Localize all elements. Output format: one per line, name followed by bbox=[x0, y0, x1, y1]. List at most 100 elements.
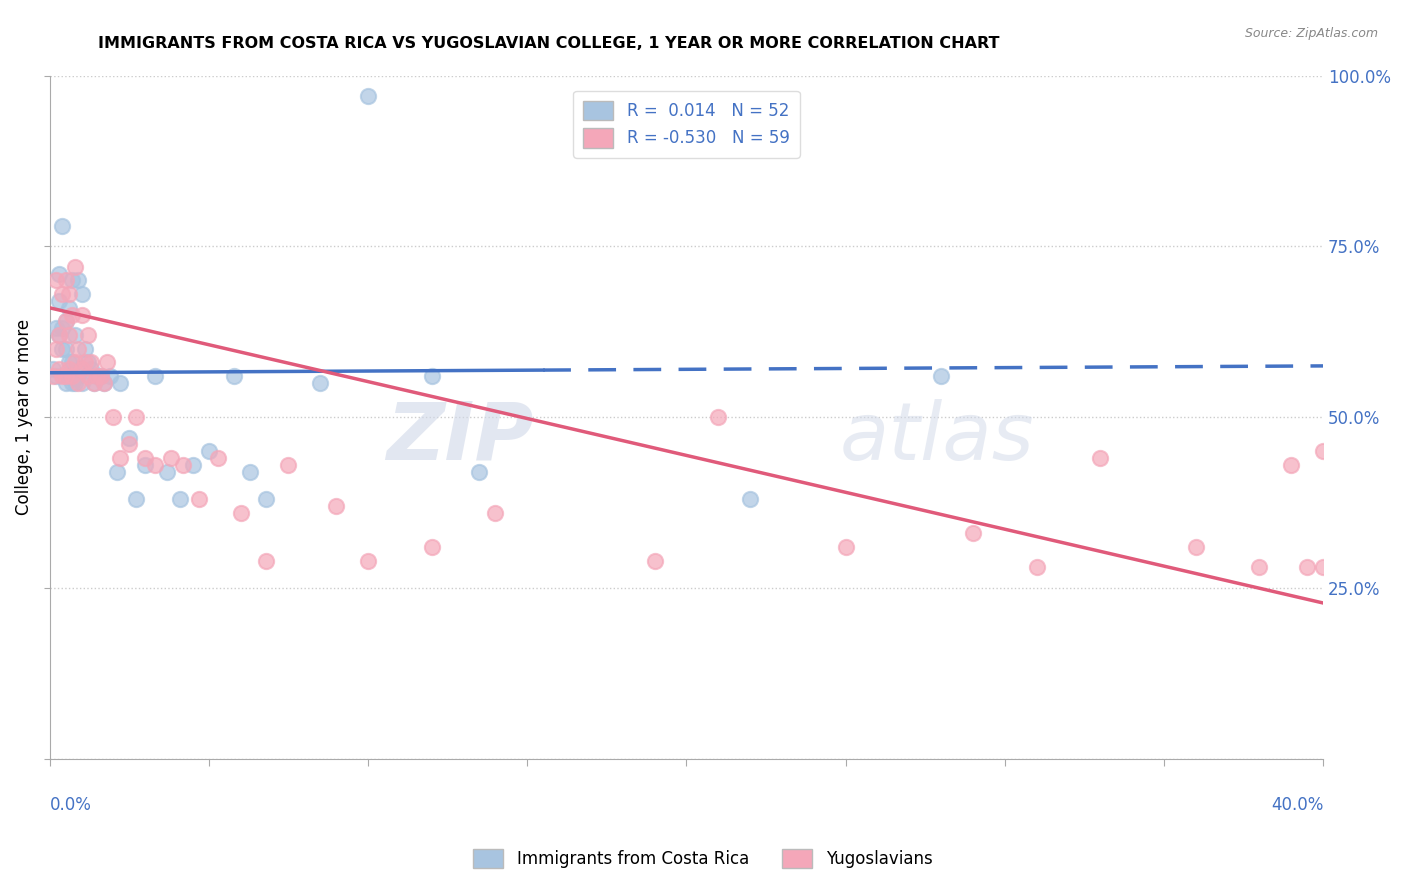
Point bbox=[55, 376, 77, 390]
Point bbox=[108, 376, 131, 390]
Legend: R =  0.014   N = 52, R = -0.530   N = 59: R = 0.014 N = 52, R = -0.530 N = 59 bbox=[574, 91, 800, 158]
Point bbox=[73, 355, 96, 369]
Point bbox=[834, 540, 856, 554]
Point bbox=[93, 376, 115, 390]
Point bbox=[60, 273, 83, 287]
Point bbox=[159, 451, 181, 466]
Point bbox=[70, 308, 93, 322]
Point bbox=[63, 355, 86, 369]
Point bbox=[1312, 444, 1334, 458]
Point bbox=[48, 293, 70, 308]
Point bbox=[207, 451, 229, 466]
Point bbox=[48, 362, 70, 376]
Text: atlas: atlas bbox=[839, 399, 1033, 476]
Point bbox=[55, 314, 77, 328]
Point bbox=[45, 321, 67, 335]
Y-axis label: College, 1 year or more: College, 1 year or more bbox=[15, 319, 32, 516]
Point bbox=[55, 369, 77, 384]
Point bbox=[55, 314, 77, 328]
Point bbox=[108, 451, 131, 466]
Point bbox=[98, 369, 121, 384]
Point bbox=[1296, 560, 1319, 574]
Point bbox=[325, 499, 347, 513]
Point bbox=[118, 431, 141, 445]
Text: Source: ZipAtlas.com: Source: ZipAtlas.com bbox=[1244, 27, 1378, 40]
Point bbox=[484, 506, 506, 520]
Point bbox=[55, 369, 77, 384]
Point bbox=[60, 355, 83, 369]
Point bbox=[55, 273, 77, 287]
Text: 0.0%: 0.0% bbox=[49, 797, 91, 814]
Point bbox=[124, 410, 146, 425]
Point bbox=[105, 465, 128, 479]
Text: IMMIGRANTS FROM COSTA RICA VS YUGOSLAVIAN COLLEGE, 1 YEAR OR MORE CORRELATION CH: IMMIGRANTS FROM COSTA RICA VS YUGOSLAVIA… bbox=[98, 36, 1000, 51]
Point bbox=[76, 328, 98, 343]
Point bbox=[1090, 451, 1112, 466]
Point bbox=[309, 376, 332, 390]
Point bbox=[58, 301, 80, 315]
Point bbox=[224, 369, 246, 384]
Point bbox=[80, 362, 103, 376]
Point bbox=[1025, 560, 1047, 574]
Point bbox=[48, 328, 70, 343]
Point bbox=[1312, 560, 1334, 574]
Point bbox=[42, 362, 65, 376]
Point bbox=[198, 444, 221, 458]
Point bbox=[45, 273, 67, 287]
Point bbox=[83, 376, 105, 390]
Point bbox=[51, 342, 73, 356]
Point bbox=[134, 458, 156, 472]
Point bbox=[67, 342, 90, 356]
Point bbox=[42, 369, 65, 384]
Point bbox=[134, 451, 156, 466]
Point bbox=[103, 410, 125, 425]
Point bbox=[63, 260, 86, 274]
Text: 40.0%: 40.0% bbox=[1271, 797, 1323, 814]
Point bbox=[468, 465, 491, 479]
Point bbox=[239, 465, 262, 479]
Point bbox=[707, 410, 730, 425]
Point bbox=[45, 369, 67, 384]
Point bbox=[90, 369, 112, 384]
Point bbox=[156, 465, 179, 479]
Point bbox=[96, 355, 118, 369]
Point bbox=[644, 554, 666, 568]
Point bbox=[143, 369, 166, 384]
Point bbox=[83, 376, 105, 390]
Point bbox=[357, 89, 380, 103]
Point bbox=[80, 355, 103, 369]
Point bbox=[51, 287, 73, 301]
Point bbox=[86, 369, 108, 384]
Point bbox=[76, 355, 98, 369]
Text: ZIP: ZIP bbox=[387, 399, 534, 476]
Point bbox=[48, 328, 70, 343]
Point bbox=[93, 376, 115, 390]
Point bbox=[277, 458, 299, 472]
Point bbox=[1184, 540, 1206, 554]
Point bbox=[420, 540, 443, 554]
Point bbox=[929, 369, 952, 384]
Point bbox=[51, 369, 73, 384]
Point bbox=[90, 369, 112, 384]
Point bbox=[67, 376, 90, 390]
Point bbox=[124, 492, 146, 507]
Point bbox=[169, 492, 191, 507]
Point bbox=[118, 437, 141, 451]
Point bbox=[229, 506, 252, 520]
Point bbox=[738, 492, 761, 507]
Point bbox=[172, 458, 194, 472]
Point bbox=[420, 369, 443, 384]
Point bbox=[70, 376, 93, 390]
Point bbox=[188, 492, 211, 507]
Point bbox=[51, 219, 73, 233]
Point bbox=[1249, 560, 1271, 574]
Legend: Immigrants from Costa Rica, Yugoslavians: Immigrants from Costa Rica, Yugoslavians bbox=[467, 842, 939, 875]
Point bbox=[254, 492, 277, 507]
Point bbox=[73, 342, 96, 356]
Point bbox=[60, 308, 83, 322]
Point bbox=[181, 458, 204, 472]
Point bbox=[86, 369, 108, 384]
Point bbox=[70, 362, 93, 376]
Point bbox=[962, 526, 984, 541]
Point bbox=[55, 342, 77, 356]
